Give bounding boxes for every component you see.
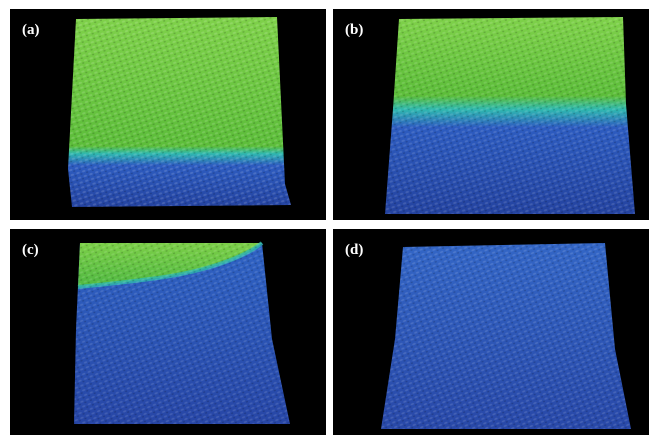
panel-c: (c) [10, 229, 326, 435]
panel-label-b: (b) [345, 22, 364, 38]
panel-b: (b) [333, 9, 649, 220]
surface-plot-c [74, 241, 290, 424]
panel-label-c: (c) [22, 242, 39, 258]
surface-plot-b [385, 17, 635, 214]
panel-label-d: (d) [345, 242, 364, 258]
surface-plot-d [381, 243, 631, 429]
panel-a: (a) [10, 9, 326, 220]
panel-label-a: (a) [22, 22, 40, 38]
surface-plot-a [68, 17, 291, 207]
panel-d: (d) [333, 229, 649, 435]
